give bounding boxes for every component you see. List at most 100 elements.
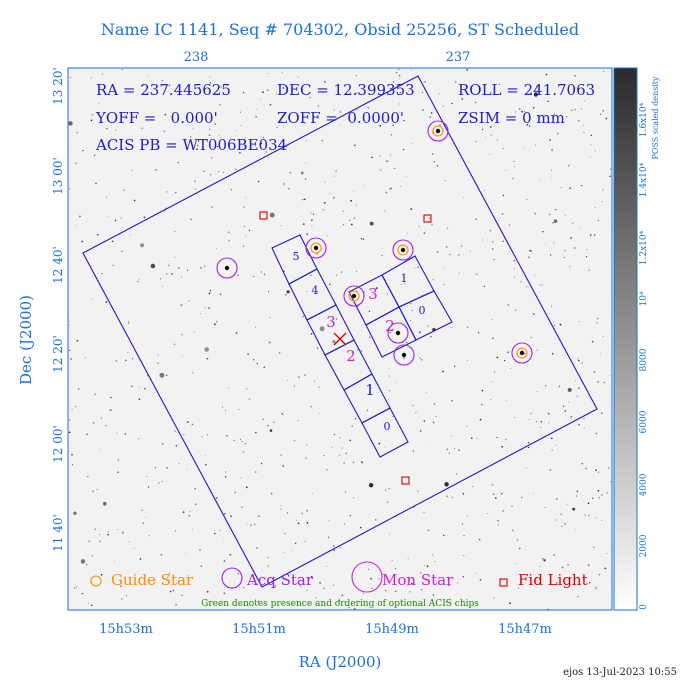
background-star — [572, 507, 576, 511]
background-star — [312, 213, 315, 215]
background-star — [392, 81, 395, 83]
background-star — [317, 105, 320, 107]
background-star — [564, 410, 567, 412]
background-star — [174, 530, 176, 532]
background-star — [117, 459, 120, 461]
background-star — [339, 124, 341, 126]
background-star — [367, 107, 370, 109]
background-star — [294, 542, 297, 545]
background-star — [497, 524, 499, 526]
background-star — [591, 497, 594, 500]
background-star — [405, 341, 408, 344]
background-star — [268, 291, 270, 293]
acq-star-marker — [511, 342, 533, 364]
background-star — [608, 467, 610, 469]
background-star — [117, 471, 119, 473]
background-star — [421, 359, 423, 361]
background-star — [597, 219, 599, 222]
background-star — [100, 417, 102, 419]
background-star — [530, 412, 532, 415]
background-star — [410, 582, 413, 585]
background-star — [553, 219, 558, 223]
background-star — [204, 307, 206, 309]
y-tick-label: 13 20' — [51, 67, 65, 105]
background-star — [515, 309, 517, 311]
background-star — [220, 86, 222, 88]
background-star — [570, 416, 573, 418]
background-star — [216, 321, 218, 323]
background-star — [530, 336, 532, 339]
background-star — [491, 484, 494, 486]
background-star — [407, 90, 409, 92]
background-star — [355, 204, 358, 206]
background-star — [410, 303, 412, 305]
catalog-star — [519, 350, 525, 356]
background-star — [222, 171, 224, 173]
background-star — [82, 149, 84, 152]
background-star — [526, 199, 528, 201]
background-star — [304, 178, 307, 180]
colorbar-tick-label: 1.2x10⁴ — [639, 230, 649, 265]
background-star — [223, 541, 225, 543]
background-star — [580, 227, 582, 228]
background-star — [588, 515, 590, 517]
background-star — [446, 448, 449, 451]
background-star — [137, 280, 139, 283]
background-star — [496, 139, 499, 141]
background-star — [191, 90, 193, 92]
background-star — [262, 91, 264, 94]
background-star — [519, 547, 521, 550]
background-star — [168, 84, 171, 87]
background-star — [398, 74, 401, 77]
plot-frame — [67, 67, 613, 611]
roll-value: ROLL = 241.7063 — [458, 81, 595, 99]
background-star — [108, 216, 110, 218]
background-star — [252, 359, 255, 361]
background-star — [455, 81, 457, 83]
background-star — [380, 169, 382, 171]
background-star — [351, 425, 354, 428]
background-star — [588, 269, 590, 271]
background-star — [73, 511, 77, 515]
background-star — [395, 590, 397, 592]
background-star — [356, 270, 358, 272]
background-star — [102, 501, 107, 506]
catalog-star — [351, 293, 357, 299]
background-star — [576, 490, 579, 492]
background-star — [341, 594, 344, 597]
background-star — [120, 217, 122, 219]
background-star — [200, 266, 202, 269]
background-star — [427, 325, 429, 327]
background-star — [326, 235, 328, 237]
background-star — [481, 403, 483, 406]
background-star — [512, 529, 514, 532]
x-tick-label: 15h51m — [232, 622, 286, 637]
background-star — [485, 136, 487, 138]
x-axis-label: RA (J2000) — [299, 653, 382, 671]
background-star — [73, 587, 76, 589]
background-star — [553, 554, 555, 556]
background-star — [262, 136, 265, 139]
background-star — [341, 447, 343, 449]
background-star — [147, 76, 148, 78]
background-star — [253, 276, 255, 278]
background-star — [467, 359, 468, 361]
background-stars — [68, 68, 612, 610]
background-star — [198, 87, 200, 89]
background-star — [581, 362, 583, 364]
background-star — [431, 554, 434, 556]
background-star — [443, 534, 445, 537]
y-axis-label: Dec (J2000) — [17, 295, 35, 385]
background-star — [306, 233, 309, 235]
acis-s-chip-label: 5 — [293, 250, 300, 263]
background-star — [503, 359, 506, 362]
background-star — [105, 424, 107, 427]
background-star — [188, 300, 190, 302]
background-star — [533, 274, 535, 276]
background-star — [375, 519, 377, 521]
background-star — [368, 113, 370, 115]
background-star — [568, 165, 570, 167]
background-star — [102, 113, 105, 115]
colorbar: 0 2000 4000 6000 8000 10⁴ 1.2x10⁴ 1.4x10… — [613, 67, 660, 611]
background-star — [474, 101, 477, 104]
